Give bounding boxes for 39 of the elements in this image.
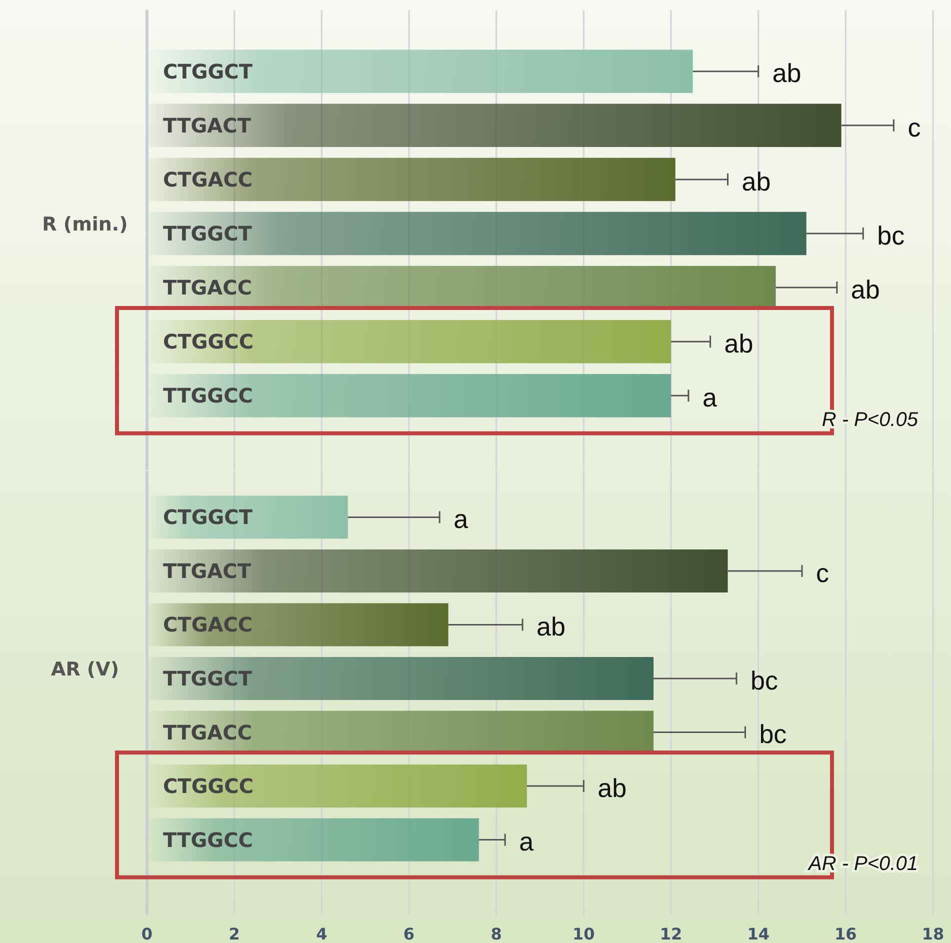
annotation: bc [877,220,905,250]
x-tick-label: 0 [141,924,153,943]
y-tick-label: TTGGCT [163,666,252,690]
y-tick-label: CTGGCT [163,59,253,84]
annotation: ab [850,274,880,304]
annotation: bc [759,719,787,750]
y-tick-label: CTGGCC [163,774,254,798]
x-tick-label: 12 [660,924,682,943]
y-tick-label: TTGGCC [163,384,253,408]
annotation: ab [742,166,771,196]
y-tick-label: TTGACC [163,720,252,744]
y-tick-label: CTGGCT [163,505,253,530]
annotation: ab [724,328,754,358]
x-tick-label: 14 [747,924,770,943]
x-tick-label: 16 [834,924,857,943]
y-tick-label: CTGGCC [163,330,254,354]
annotation: c [816,558,829,588]
y-tick-label: TTGGCC [163,828,253,852]
y-axis-title: R (min.) [42,214,128,236]
annotation: a [702,382,718,413]
y-tick-label: TTGGCT [163,222,252,246]
x-tick-label: 2 [228,924,240,943]
annotation: ab [536,612,566,642]
y-tick-label: CTGACC [163,167,253,192]
x-tick-label: 18 [922,924,944,943]
annotation: bc [750,665,778,696]
y-tick-label: TTGACT [163,558,252,583]
x-tick-label: 6 [403,924,415,943]
y-axis-title: AR (V) [50,658,120,681]
x-tick-label: 10 [572,924,595,943]
annotation: ab [598,772,627,803]
x-tick-label: 4 [316,924,328,943]
annotation: c [908,112,921,142]
annotation: a [454,504,469,534]
annotation: a [519,826,534,857]
annotation: ab [772,58,802,88]
x-tick-label: 8 [490,924,502,943]
y-tick-label: TTGACT [163,113,252,138]
y-tick-label: TTGACC [163,276,252,300]
